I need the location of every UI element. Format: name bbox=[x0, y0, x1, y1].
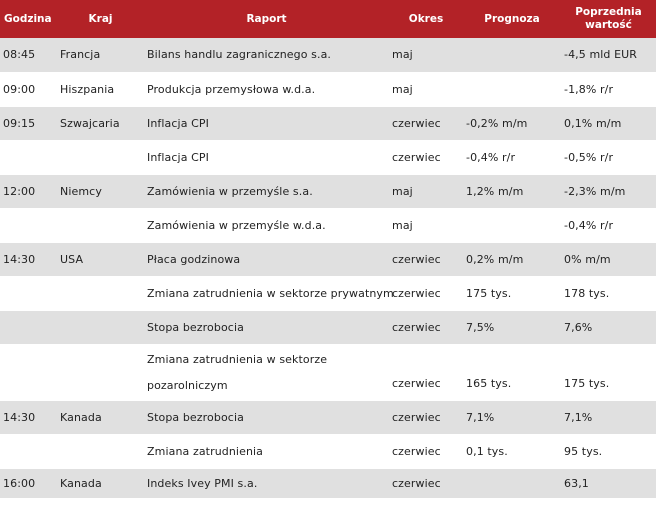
table-row: 14:30 USA Płaca godzinowa czerwiec 0,2% … bbox=[0, 242, 656, 276]
cell-country bbox=[57, 208, 144, 242]
cell-time bbox=[0, 140, 57, 174]
cell-report: Indeks Ivey PMI s.a. bbox=[144, 468, 389, 498]
table-row: Zamówienia w przemyśle w.d.a. maj -0,4% … bbox=[0, 208, 656, 242]
cell-country: Francja bbox=[57, 38, 144, 72]
cell-forecast: 165 tys. bbox=[466, 376, 512, 390]
cell-forecast: 0,2% m/m bbox=[463, 242, 561, 276]
cell-country: Hiszpania bbox=[60, 82, 115, 96]
cell-forecast: 0,1 tys. bbox=[466, 444, 508, 458]
cell-time bbox=[0, 310, 57, 344]
cell-previous: -1,8% r/r bbox=[564, 82, 614, 96]
cell-report: Produkcja przemysłowa w.d.a. bbox=[147, 82, 316, 96]
cell-time: 14:30 bbox=[0, 400, 57, 434]
cell-report: Zmiana zatrudnienia bbox=[147, 444, 264, 458]
cell-previous: 175 tys. bbox=[564, 376, 610, 390]
table-row: 14:30 Kanada Stopa bezrobocia czerwiec 7… bbox=[0, 400, 656, 434]
cell-previous: -4,5 mld EUR bbox=[561, 38, 656, 72]
cell-period: czerwiec bbox=[392, 444, 441, 458]
cell-country: Kanada bbox=[57, 400, 144, 434]
cell-previous: -2,3% m/m bbox=[561, 174, 656, 208]
cell-previous: -0,5% r/r bbox=[564, 150, 614, 164]
cell-time bbox=[0, 276, 57, 310]
table-row: Inflacja CPI czerwiec -0,4% r/r -0,5% r/… bbox=[0, 140, 656, 174]
cell-country: USA bbox=[57, 242, 144, 276]
cell-forecast: 175 tys. bbox=[466, 286, 512, 300]
cell-time bbox=[0, 434, 57, 468]
table-row: Stopa bezrobocia czerwiec 7,5% 7,6% bbox=[0, 310, 656, 344]
table-row: 16:00 Kanada Indeks Ivey PMI s.a. czerwi… bbox=[0, 468, 656, 498]
cell-time: 12:00 bbox=[0, 174, 57, 208]
cell-country bbox=[57, 140, 144, 174]
cell-forecast: 7,1% bbox=[463, 400, 561, 434]
table-row: 12:00 Niemcy Zamówienia w przemyśle s.a.… bbox=[0, 174, 656, 208]
cell-time: 09:15 bbox=[0, 106, 57, 140]
cell-period: czerwiec bbox=[392, 286, 441, 300]
cell-previous: 178 tys. bbox=[564, 286, 610, 300]
cell-previous: 63,1 bbox=[561, 468, 656, 498]
cell-forecast: 7,5% bbox=[463, 310, 561, 344]
cell-period: maj bbox=[392, 82, 413, 96]
cell-report: Zamówienia w przemyśle w.d.a. bbox=[147, 218, 326, 232]
cell-forecast bbox=[463, 72, 561, 106]
cell-forecast bbox=[463, 208, 561, 242]
economic-calendar-table: Godzina Kraj Raport Okres Prognoza Poprz… bbox=[0, 0, 656, 498]
cell-previous: -0,4% r/r bbox=[564, 218, 614, 232]
cell-country: Szwajcaria bbox=[57, 106, 144, 140]
cell-period: czerwiec bbox=[389, 468, 463, 498]
table-header: Godzina Kraj Raport Okres Prognoza Poprz… bbox=[0, 0, 656, 38]
header-previous: Poprzednia wartość bbox=[575, 6, 642, 31]
cell-period: czerwiec bbox=[389, 310, 463, 344]
cell-period: maj bbox=[392, 218, 413, 232]
cell-time: 09:00 bbox=[3, 82, 36, 96]
cell-previous: 0,1% m/m bbox=[561, 106, 656, 140]
cell-previous: 0% m/m bbox=[561, 242, 656, 276]
cell-period: maj bbox=[389, 38, 463, 72]
cell-report: Bilans handlu zagranicznego s.a. bbox=[144, 38, 389, 72]
cell-period: czerwiec bbox=[389, 106, 463, 140]
cell-report: Zmiana zatrudnienia w sektorze prywatnym bbox=[147, 286, 394, 300]
cell-country bbox=[57, 434, 144, 468]
header-time: Godzina bbox=[4, 12, 52, 25]
cell-country: Kanada bbox=[57, 468, 144, 498]
cell-time bbox=[0, 208, 57, 242]
cell-country bbox=[57, 310, 144, 344]
cell-period: czerwiec bbox=[389, 242, 463, 276]
table-row: Zmiana zatrudnienia w sektorze pozarolni… bbox=[0, 344, 656, 400]
table-row: Zmiana zatrudnienia w sektorze prywatnym… bbox=[0, 276, 656, 310]
cell-previous: 95 tys. bbox=[564, 444, 603, 458]
cell-report: Inflacja CPI bbox=[147, 150, 209, 164]
cell-forecast: -0,2% m/m bbox=[463, 106, 561, 140]
cell-period: czerwiec bbox=[392, 150, 441, 164]
cell-period: czerwiec bbox=[389, 400, 463, 434]
cell-previous: 7,6% bbox=[561, 310, 656, 344]
cell-country bbox=[57, 276, 144, 310]
cell-report: Płaca godzinowa bbox=[144, 242, 389, 276]
cell-country: Niemcy bbox=[57, 174, 144, 208]
cell-previous: 7,1% bbox=[561, 400, 656, 434]
cell-forecast bbox=[463, 38, 561, 72]
header-report: Raport bbox=[246, 12, 287, 25]
cell-report: Zamówienia w przemyśle s.a. bbox=[144, 174, 389, 208]
cell-time: 16:00 bbox=[0, 468, 57, 498]
cell-forecast bbox=[463, 468, 561, 498]
cell-time: 08:45 bbox=[0, 38, 57, 72]
cell-country bbox=[57, 344, 144, 400]
cell-report: Stopa bezrobocia bbox=[144, 400, 389, 434]
cell-report: Inflacja CPI bbox=[144, 106, 389, 140]
header-country: Kraj bbox=[88, 12, 113, 25]
header-forecast: Prognoza bbox=[484, 12, 540, 25]
table-row: 08:45 Francja Bilans handlu zagraniczneg… bbox=[0, 38, 656, 72]
cell-report: Stopa bezrobocia bbox=[144, 310, 389, 344]
table-row: 09:15 Szwajcaria Inflacja CPI czerwiec -… bbox=[0, 106, 656, 140]
cell-forecast: 1,2% m/m bbox=[463, 174, 561, 208]
header-period: Okres bbox=[408, 12, 444, 25]
cell-period: czerwiec bbox=[392, 376, 441, 390]
table-row: Zmiana zatrudnienia czerwiec 0,1 tys. 95… bbox=[0, 434, 656, 468]
cell-time bbox=[0, 344, 57, 400]
cell-period: maj bbox=[389, 174, 463, 208]
table-row: 09:00 Hiszpania Produkcja przemysłowa w.… bbox=[0, 72, 656, 106]
cell-forecast: -0,4% r/r bbox=[466, 150, 516, 164]
cell-report: Zmiana zatrudnienia w sektorze pozarolni… bbox=[147, 353, 328, 392]
cell-time: 14:30 bbox=[0, 242, 57, 276]
